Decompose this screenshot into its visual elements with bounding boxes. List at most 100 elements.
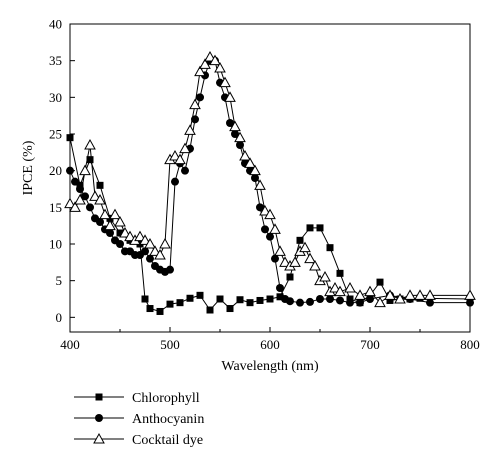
data-point [226,119,234,127]
data-point [334,285,346,297]
legend-marker [93,432,105,444]
data-point [206,306,214,314]
data-point [336,269,344,277]
data-point [394,292,406,304]
data-point [214,61,226,73]
data-point [276,284,284,292]
data-point [464,289,476,300]
data-point [66,166,74,175]
data-point [344,281,356,293]
y-tick-label: 20 [49,163,62,178]
data-point [299,241,311,253]
data-point [169,149,181,161]
data-point [146,254,154,263]
data-point [139,234,151,245]
y-axis-label: IPCE (%) [21,140,36,195]
x-tick-label: 700 [360,337,380,352]
data-point [116,240,124,248]
data-point [174,153,186,165]
data-point [316,224,324,232]
plot-frame [69,23,471,333]
data-point [304,252,316,264]
legend: Chlorophyll Anthocyanin Cocktail dye [74,391,204,448]
data-point [306,297,314,306]
data-point [386,296,394,304]
plot-border [69,23,471,333]
series-line [69,60,470,304]
data-point [149,245,161,256]
data-point [374,296,386,308]
series-anthocyanin [66,56,474,307]
data-point [64,197,76,209]
y-tick-label: 35 [49,53,62,68]
legend-marker [95,393,103,401]
legend-label: Chlorophyll [132,391,200,406]
data-point [286,297,294,306]
data-point [196,93,204,102]
data-point [186,294,194,302]
data-point [116,229,124,237]
data-point [124,230,136,242]
data-point [346,298,354,307]
data-point [269,223,281,234]
data-point [276,293,284,301]
data-point [94,193,106,205]
data-point [141,247,149,256]
y-tick-label: 0 [56,310,63,325]
data-point [364,285,376,297]
data-point [219,76,231,88]
data-point [226,305,234,313]
data-point [274,245,286,256]
series-line [69,137,471,313]
data-point [236,296,244,304]
data-point [329,281,341,293]
data-point [176,299,184,307]
data-point [271,254,279,263]
data-point [426,298,434,307]
series-group [64,50,476,315]
data-point [366,295,374,303]
data-point [181,166,189,175]
data-point [466,298,474,307]
data-point [166,300,174,308]
series-line [69,56,470,304]
y-tick-label: 5 [56,273,63,288]
data-point [264,208,276,220]
data-point [224,91,236,102]
data-point [244,157,256,168]
data-point [189,98,201,110]
y-tick-label: 30 [49,90,62,105]
data-point [229,120,241,132]
data-point [96,218,104,226]
data-point [249,164,261,176]
data-point [246,299,254,307]
x-tick-label: 800 [460,337,480,352]
series-cocktail-dye [64,50,476,308]
axis-ticks: 400 500 600 700 800 0 5 10 15 20 25 30 35 40 [49,17,480,353]
data-point [119,226,131,238]
data-point [326,244,334,252]
x-tick-label: 600 [260,337,280,352]
data-point [71,177,79,186]
legend-item: Chlorophyll [74,391,200,406]
data-point [336,296,344,305]
data-point [166,265,174,274]
data-point [86,156,94,164]
data-point [69,201,81,212]
data-point [141,295,149,303]
data-point [414,289,426,300]
data-point [296,298,304,307]
x-tick-label: 500 [160,337,180,352]
data-point [254,179,266,190]
data-point [316,295,324,303]
y-tick-label: 15 [49,200,62,215]
data-point [259,204,271,216]
data-point [261,225,269,234]
data-point [266,295,274,303]
data-point [194,65,206,77]
data-point [289,256,301,267]
data-point [79,164,91,176]
data-point [204,50,216,62]
data-point [134,230,146,242]
